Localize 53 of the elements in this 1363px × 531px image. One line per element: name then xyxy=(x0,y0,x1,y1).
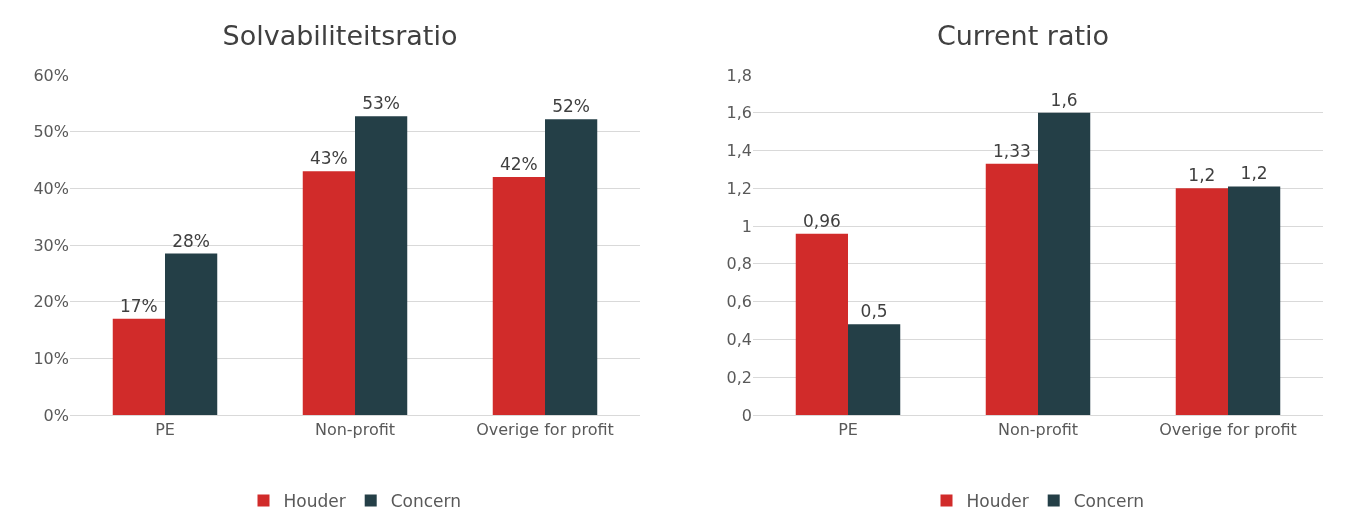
bar xyxy=(1228,186,1281,415)
legend-label: Concern xyxy=(1073,491,1145,512)
y-tick-label: 10% xyxy=(33,348,69,368)
y-tick-label: 1,4 xyxy=(726,141,752,161)
bar xyxy=(492,177,545,415)
y-tick-label: 1,6 xyxy=(726,103,752,123)
data-label: 1,2 xyxy=(1240,163,1268,184)
data-label: 43% xyxy=(309,148,348,169)
legend-label: Concern xyxy=(390,491,462,512)
x-tick-label: PE xyxy=(838,420,858,440)
y-tick-label: 0% xyxy=(43,405,69,425)
x-tick-label: Non-profit xyxy=(314,420,396,440)
bar xyxy=(985,163,1038,415)
legend-label: Houder xyxy=(966,491,1029,512)
y-tick-label: 60% xyxy=(33,65,69,85)
y-tick-label: 1,2 xyxy=(726,178,752,198)
data-label: 52% xyxy=(552,96,591,117)
data-label: 42% xyxy=(499,154,538,174)
y-tick-label: 30% xyxy=(33,235,69,255)
chart-title: Current ratio xyxy=(936,20,1110,52)
bar xyxy=(545,119,598,415)
y-tick-label: 0,4 xyxy=(726,330,752,350)
x-tick-label: Overige for profit xyxy=(1159,420,1297,440)
bar xyxy=(165,253,218,415)
y-tick-label: 20% xyxy=(33,292,69,312)
bar xyxy=(1175,188,1228,415)
data-label: 0,5 xyxy=(860,301,888,322)
y-tick-label: 0 xyxy=(741,405,752,425)
y-tick-label: 0,8 xyxy=(726,254,752,274)
data-label: 28% xyxy=(172,230,211,251)
y-tick-label: 1 xyxy=(741,216,752,236)
data-label: 0,96 xyxy=(802,210,841,231)
bar xyxy=(355,116,408,415)
bar xyxy=(112,318,165,415)
y-tick-label: 0,6 xyxy=(726,292,752,312)
y-tick-label: 50% xyxy=(33,122,69,142)
data-label: 1,2 xyxy=(1188,165,1216,186)
y-tick-label: 1,8 xyxy=(726,65,752,85)
data-label: 53% xyxy=(362,93,401,114)
data-label: 1,6 xyxy=(1050,89,1078,110)
x-tick-label: Non-profit xyxy=(997,420,1079,440)
bar xyxy=(795,233,848,415)
y-tick-label: 0,2 xyxy=(726,367,752,387)
y-tick-label: 40% xyxy=(33,178,69,198)
legend-label: Houder xyxy=(283,491,346,512)
x-tick-label: Overige for profit xyxy=(476,420,614,440)
bar xyxy=(302,171,355,415)
bar xyxy=(848,324,901,415)
x-tick-label: PE xyxy=(155,420,175,440)
data-label: 1,33 xyxy=(992,140,1031,161)
chart-title: Solvabiliteitsratio xyxy=(222,20,458,52)
bar xyxy=(1038,112,1091,415)
data-label: 17% xyxy=(119,295,158,316)
